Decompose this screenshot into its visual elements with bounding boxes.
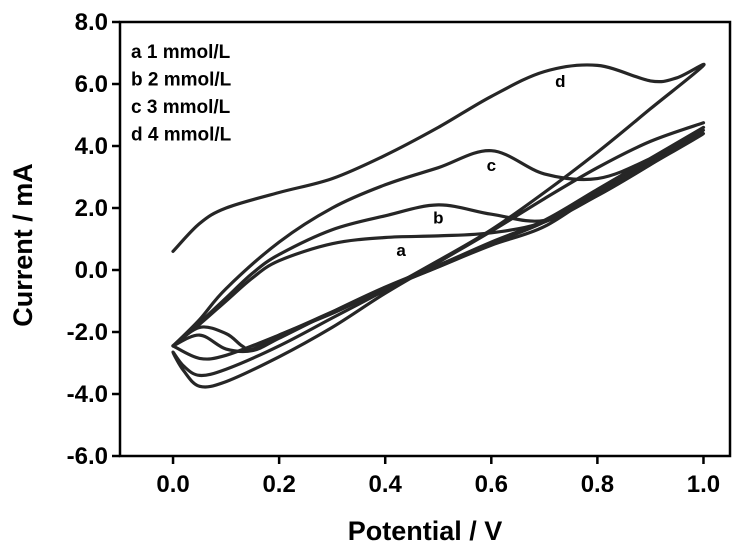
y-tick-label: -4.0 bbox=[67, 381, 108, 408]
y-tick-label: 4.0 bbox=[75, 133, 108, 160]
y-axis-title: Current / mA bbox=[8, 163, 38, 327]
plot-frame bbox=[118, 20, 732, 458]
curves bbox=[171, 62, 706, 389]
curve-label-b: b bbox=[433, 209, 443, 228]
x-axis-ticks: 0.0 0.2 0.4 0.6 0.8 1.0 bbox=[156, 456, 720, 498]
x-tick-label: 0.4 bbox=[369, 471, 403, 498]
series-line-b bbox=[171, 128, 706, 352]
curve-label-d: d bbox=[555, 72, 565, 91]
y-axis-ticks: -6.0 -4.0 -2.0 0.0 2.0 4.0 6.0 8.0 bbox=[67, 9, 120, 470]
x-tick-label: 0.8 bbox=[581, 471, 614, 498]
curve-labels: a b c d bbox=[396, 72, 565, 260]
legend-entry: c 3 mmol/L bbox=[131, 97, 231, 118]
series-line-c bbox=[171, 125, 706, 354]
series-line-d bbox=[171, 62, 706, 389]
y-tick-label: 2.0 bbox=[75, 195, 108, 222]
legend: a 1 mmol/L b 2 mmol/L c 3 mmol/L d 4 mmol/L bbox=[131, 42, 232, 146]
y-tick-label: 6.0 bbox=[75, 71, 108, 98]
curve-label-a: a bbox=[396, 241, 406, 260]
y-tick-label: -2.0 bbox=[67, 319, 108, 346]
curve-label-c: c bbox=[487, 156, 496, 175]
x-tick-label: 1.0 bbox=[687, 471, 720, 498]
y-tick-label: 0.0 bbox=[75, 257, 108, 284]
x-tick-label: 0.2 bbox=[262, 471, 295, 498]
x-tick-label: 0.6 bbox=[475, 471, 508, 498]
legend-entry: a 1 mmol/L bbox=[131, 42, 231, 63]
legend-entry: b 2 mmol/L bbox=[131, 70, 232, 91]
x-axis-title: Potential / V bbox=[348, 516, 503, 546]
y-tick-label: 8.0 bbox=[75, 9, 108, 36]
legend-entry: d 4 mmol/L bbox=[131, 125, 232, 146]
x-tick-label: 0.0 bbox=[156, 471, 189, 498]
y-tick-label: -6.0 bbox=[67, 443, 108, 470]
